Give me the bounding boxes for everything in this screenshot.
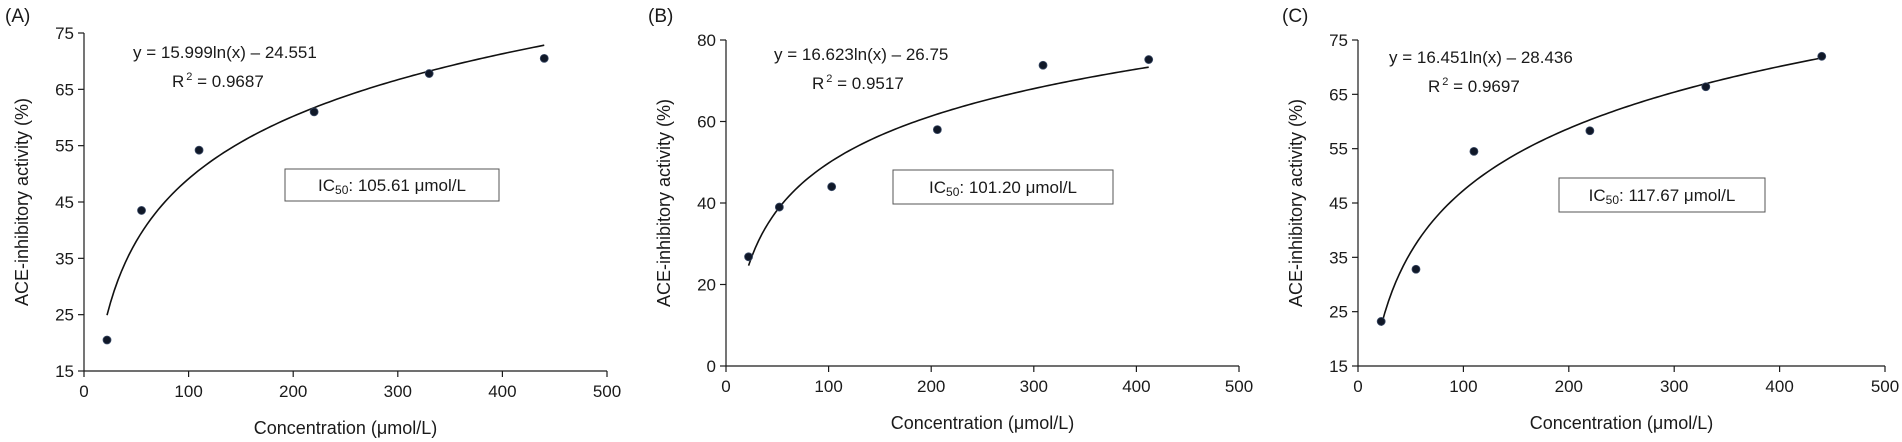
trendline	[747, 66, 1149, 266]
data-point	[827, 182, 837, 192]
x-tick-label: 400	[488, 382, 516, 401]
data-point	[744, 252, 753, 262]
x-axis-title: Concentration (μmol/L)	[891, 413, 1074, 433]
ic50-box	[1558, 177, 1766, 213]
x-tick-label: 100	[174, 382, 202, 401]
fit-equation: y = 16.623ln(x) – 26.75	[774, 45, 948, 64]
y-tick-label: 55	[1329, 140, 1348, 159]
chart-panel: (A) 15 25 35 45 55 65 75 0 100 200 300 400 500 Concent…	[5, 6, 621, 438]
data-point	[1817, 51, 1827, 61]
data-point	[1144, 55, 1154, 64]
y-tick-label: 15	[1329, 357, 1348, 376]
data-point	[774, 202, 784, 212]
data-point	[137, 206, 146, 215]
x-tick-label: 200	[1555, 377, 1583, 396]
ic50-label: IC50: 117.67 μmol/L	[1589, 186, 1736, 207]
x-axis-title: Concentration (μmol/L)	[1530, 413, 1713, 433]
y-tick-label: 75	[1329, 31, 1348, 50]
x-tick-label: 300	[384, 382, 412, 401]
data-point	[194, 145, 204, 155]
y-tick-label: 35	[1329, 248, 1348, 267]
trendline	[1380, 57, 1822, 326]
chart-panel: (B) 0 20 40 60 80 0 100 200 300 400 500 Concentratio…	[648, 6, 1253, 433]
y-tick-label: 40	[697, 194, 716, 213]
y-tick-label: 25	[55, 306, 74, 325]
y-tick-label: 35	[55, 249, 74, 268]
data-point	[1376, 317, 1386, 326]
panel-label: (B)	[648, 6, 673, 27]
chart-panel: (C) 15 25 35 45 55 65 75 0 100 200 300 400 500 Concent…	[1282, 6, 1899, 433]
y-tick-label: 20	[697, 276, 716, 295]
y-axis-title: ACE-inhibitory activity (%)	[654, 99, 674, 307]
data-point	[1469, 146, 1479, 156]
trendline	[106, 44, 545, 316]
x-tick-label: 0	[1353, 377, 1362, 396]
y-tick-label: 45	[1329, 194, 1348, 213]
data-point	[1585, 126, 1595, 136]
ic50-label: IC50: 105.61 μmol/L	[318, 176, 466, 197]
data-point	[424, 69, 434, 78]
x-tick-label: 500	[1225, 377, 1253, 396]
x-tick-label: 500	[1871, 377, 1899, 396]
y-tick-label: 0	[707, 357, 716, 376]
x-tick-label: 200	[917, 377, 945, 396]
panel-label: (C)	[1282, 6, 1308, 27]
x-tick-label: 300	[1660, 377, 1688, 396]
data-point	[539, 53, 549, 63]
y-axis-title: ACE-inhibitory activity (%)	[12, 98, 32, 306]
x-tick-label: 0	[721, 377, 730, 396]
x-tick-label: 100	[1449, 377, 1477, 396]
y-tick-label: 45	[55, 193, 74, 212]
fit-equation: y = 15.999ln(x) – 24.551	[133, 43, 317, 62]
data-point	[309, 107, 319, 117]
y-tick-label: 75	[55, 24, 74, 43]
ic50-box	[892, 169, 1114, 205]
y-tick-label: 65	[55, 80, 74, 99]
data-point	[102, 335, 112, 345]
ic50-box	[284, 168, 500, 202]
data-point	[1701, 82, 1711, 92]
x-tick-label: 300	[1020, 377, 1048, 396]
y-tick-label: 80	[697, 31, 716, 50]
x-tick-label: 400	[1765, 377, 1793, 396]
x-tick-label: 0	[79, 382, 88, 401]
ic50-label: IC50: 101.20 μmol/L	[929, 178, 1077, 199]
x-tick-label: 100	[814, 377, 842, 396]
y-tick-label: 15	[55, 362, 74, 381]
y-tick-label: 60	[697, 113, 716, 132]
x-tick-label: 400	[1122, 377, 1150, 396]
x-axis-title: Concentration (μmol/L)	[254, 418, 437, 438]
fit-equation: y = 16.451ln(x) – 28.436	[1389, 48, 1573, 67]
y-tick-label: 65	[1329, 85, 1348, 104]
x-tick-label: 200	[279, 382, 307, 401]
y-tick-label: 25	[1329, 303, 1348, 322]
data-point	[1411, 264, 1421, 274]
y-axis-title: ACE-inhibitory activity (%)	[1286, 99, 1306, 307]
data-point	[932, 125, 942, 135]
x-tick-label: 500	[593, 382, 621, 401]
y-tick-label: 55	[55, 137, 74, 156]
data-point	[1038, 60, 1048, 70]
panel-label: (A)	[5, 6, 30, 27]
